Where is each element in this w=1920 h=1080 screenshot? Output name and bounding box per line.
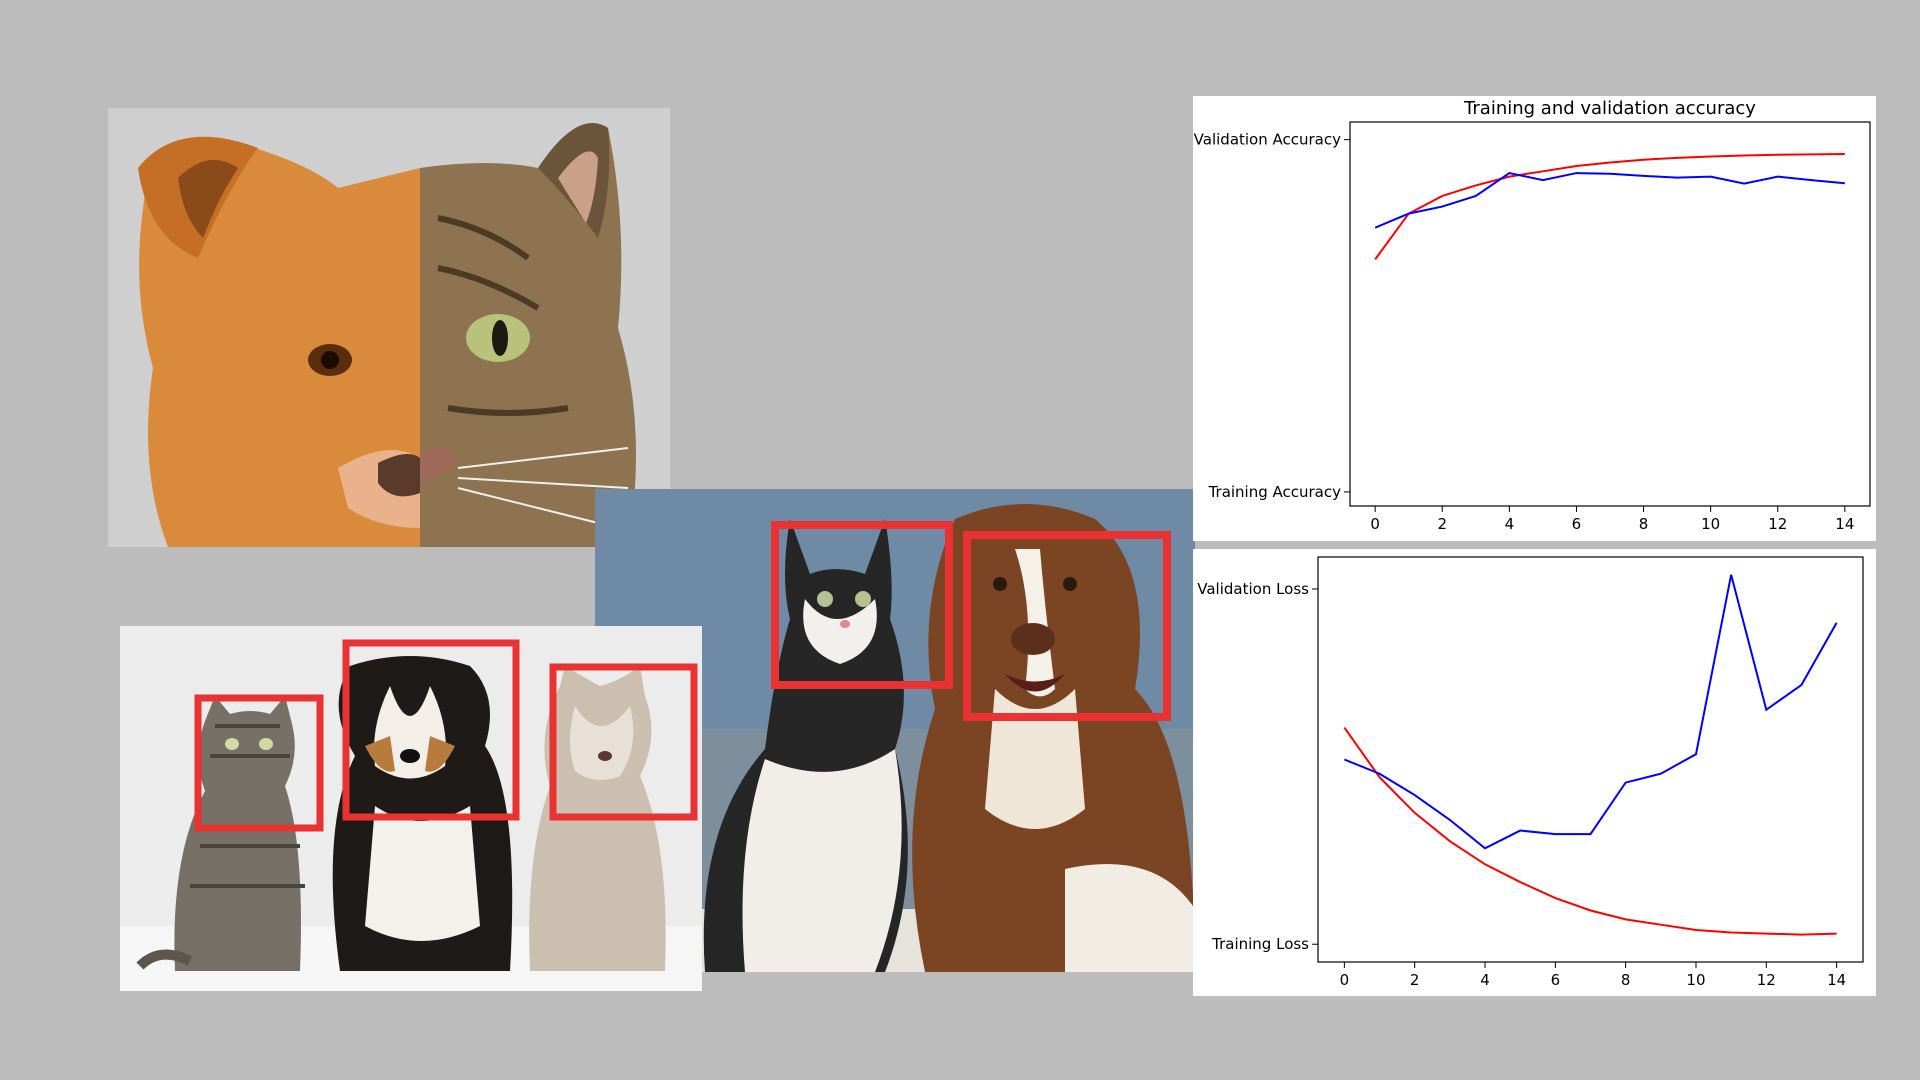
dog-face-box bbox=[963, 531, 1171, 721]
loss-chart: 0 2 4 6 8 10 12 14 Training Loss Validation Loss bbox=[1197, 556, 1864, 989]
x-tick-label: 0 bbox=[1340, 971, 1350, 989]
x-tick-label: 2 bbox=[1410, 971, 1420, 989]
accuracy-chart-panel: Training and validation accuracy 0 2 4 6 8 10… bbox=[1193, 96, 1876, 541]
x-tick-label: 8 bbox=[1621, 971, 1631, 989]
cat-face-box bbox=[771, 521, 953, 689]
x-tick-label: 0 bbox=[1370, 515, 1380, 533]
series-line-1 bbox=[1343, 574, 1838, 850]
y-tick-label: Training Loss bbox=[1211, 935, 1309, 953]
dog-face-box bbox=[549, 663, 698, 821]
x-tick-label: 10 bbox=[1686, 971, 1705, 989]
x-tick-label: 12 bbox=[1768, 515, 1787, 533]
dog-face-box bbox=[342, 639, 520, 821]
plot-frame bbox=[1349, 121, 1871, 507]
x-tick-label: 14 bbox=[1835, 515, 1854, 533]
x-tick-label: 4 bbox=[1505, 515, 1515, 533]
cat-face-box bbox=[194, 694, 324, 832]
series-line-1 bbox=[1374, 172, 1845, 229]
x-tick-label: 6 bbox=[1551, 971, 1561, 989]
y-tick-label: Validation Loss bbox=[1197, 580, 1309, 598]
accuracy-chart: Training and validation accuracy 0 2 4 6 8 10… bbox=[1194, 98, 1871, 533]
series-line-0 bbox=[1343, 726, 1837, 936]
x-tick-label: 12 bbox=[1757, 971, 1776, 989]
plot-frame bbox=[1317, 556, 1864, 963]
three-pets-photo bbox=[120, 626, 702, 991]
x-tick-label: 14 bbox=[1827, 971, 1846, 989]
x-tick-label: 4 bbox=[1480, 971, 1490, 989]
dog-cat-split-face-photo bbox=[108, 108, 670, 547]
x-tick-label: 6 bbox=[1572, 515, 1582, 533]
series-line-0 bbox=[1374, 153, 1845, 260]
y-tick-label: Validation Accuracy bbox=[1194, 131, 1341, 149]
x-tick-label: 2 bbox=[1437, 515, 1447, 533]
chart-title: Training and validation accuracy bbox=[1463, 98, 1756, 119]
x-tick-label: 8 bbox=[1639, 515, 1649, 533]
loss-chart-panel: 0 2 4 6 8 10 12 14 Training Loss Validation Loss bbox=[1193, 549, 1876, 996]
split-face-illustration bbox=[108, 108, 670, 547]
y-tick-label: Training Accuracy bbox=[1208, 483, 1342, 501]
three-pets-illustration bbox=[120, 626, 702, 991]
x-tick-label: 10 bbox=[1701, 515, 1720, 533]
